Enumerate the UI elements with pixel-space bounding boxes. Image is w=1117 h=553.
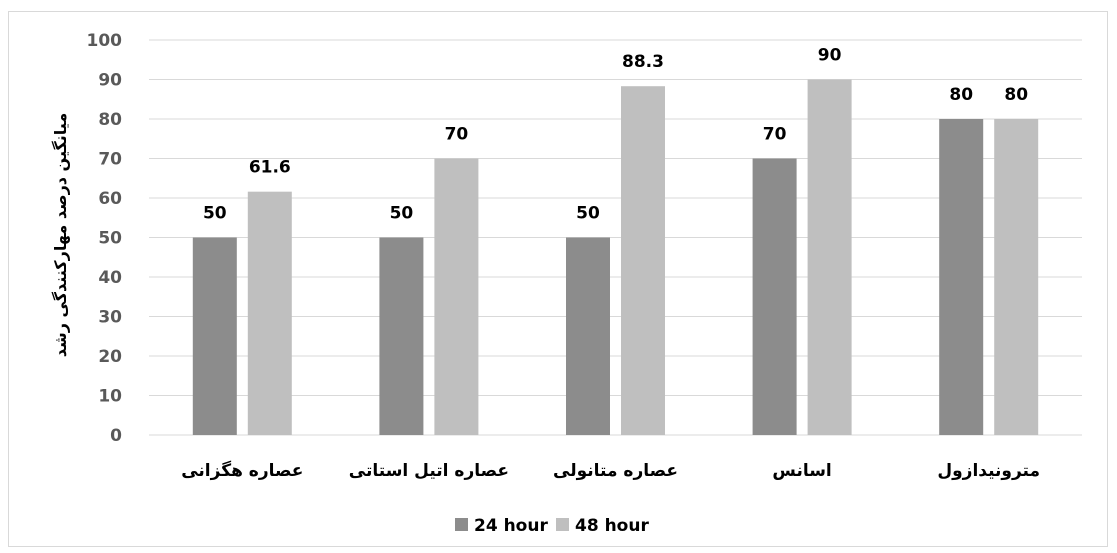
category-labels: عصاره هگزانی عصاره اتیل استاتی عصاره متانو…: [181, 460, 1040, 481]
bar: [379, 237, 424, 435]
data-label: 70: [445, 125, 469, 145]
data-label: 70: [763, 125, 787, 145]
data-label: 50: [576, 204, 600, 224]
x-category-label: مترونیدازول: [937, 461, 1040, 481]
bar: [566, 237, 610, 435]
y-tick-label: 40: [98, 268, 122, 288]
bar: [192, 237, 237, 435]
legend: 24 hour 48 hour: [455, 516, 649, 536]
data-label: 80: [1004, 85, 1028, 105]
y-tick-label: 60: [98, 189, 122, 209]
x-category-label: عصاره اتیل استاتی: [349, 461, 509, 481]
x-category-label: عصاره هگزانی: [181, 460, 303, 481]
data-label: 90: [818, 46, 842, 66]
y-tick-label: 90: [98, 71, 122, 91]
y-tick-label: 80: [98, 110, 122, 130]
chart-frame: [8, 11, 1108, 547]
x-category-label: عصاره متانولی: [553, 461, 678, 481]
data-label: 80: [949, 85, 973, 105]
legend-label: 24 hour: [474, 516, 548, 536]
y-axis-ticks: 0 10 20 30 40 50 60 70 80 90 100: [87, 31, 123, 446]
y-tick-label: 20: [98, 347, 122, 367]
legend-label: 48 hour: [575, 516, 649, 536]
data-label: 50: [390, 204, 414, 224]
data-label: 50: [203, 204, 227, 224]
bar: [939, 119, 984, 435]
y-tick-label: 0: [110, 426, 122, 446]
y-tick-label: 100: [87, 31, 123, 51]
bar: [994, 119, 1039, 435]
bar: [807, 79, 852, 435]
legend-swatch: [455, 518, 468, 531]
bar: [434, 158, 479, 435]
bar: [247, 191, 292, 435]
legend-swatch: [556, 518, 569, 531]
y-tick-label: 50: [98, 229, 122, 249]
data-labels: 50 61.6 50 70 50 88.3 70 90 80 80: [203, 46, 1028, 224]
gridlines: [149, 39, 1082, 436]
y-tick-label: 10: [98, 387, 122, 407]
y-tick-label: 70: [98, 150, 122, 170]
data-label: 88.3: [622, 52, 664, 72]
bar: [621, 86, 665, 435]
bar: [752, 158, 797, 435]
y-tick-label: 30: [98, 308, 122, 328]
data-label: 61.6: [249, 158, 291, 178]
x-category-label: اسانس: [772, 461, 831, 481]
y-axis-label: میانگین درصد مهارکنندگی رشد: [51, 113, 70, 358]
bars: [192, 79, 1039, 435]
